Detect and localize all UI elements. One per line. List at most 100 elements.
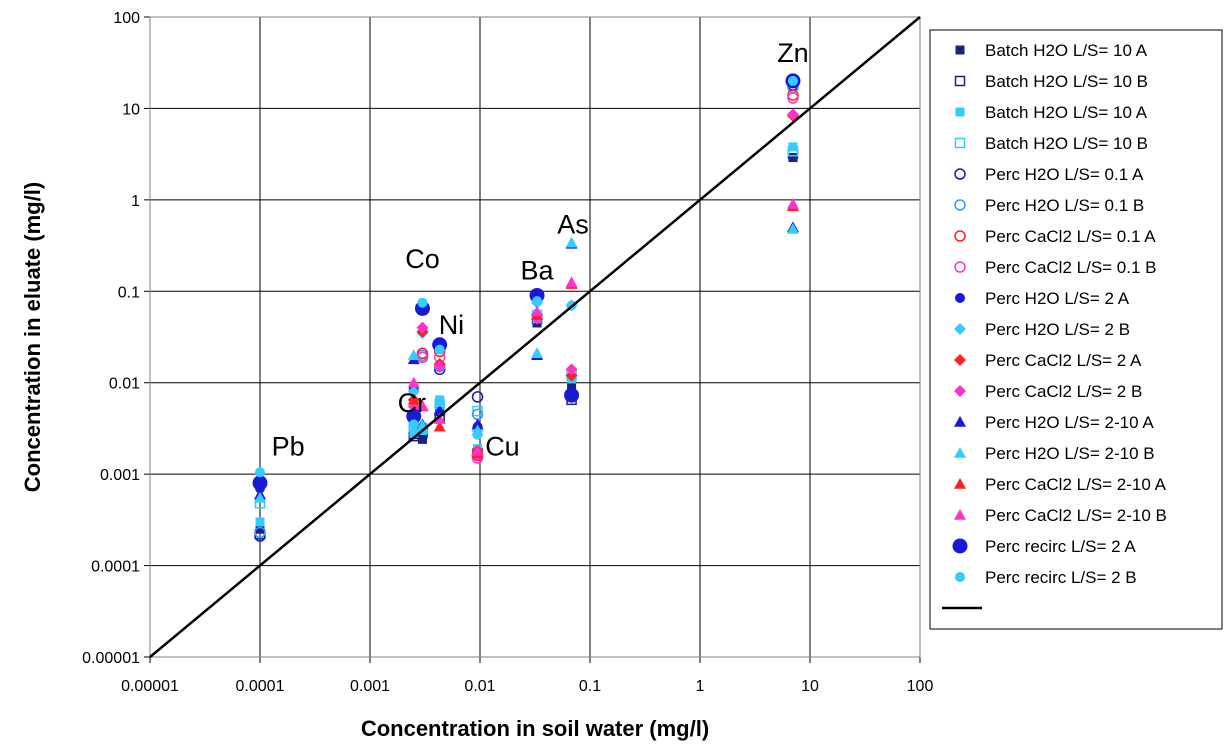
data-point <box>786 223 799 234</box>
y-axis-title: Concentration in eluate (mg/l) <box>20 182 45 492</box>
x-tick-label: 0.00001 <box>121 678 179 695</box>
data-point <box>433 413 446 424</box>
data-point <box>254 526 266 539</box>
data-point <box>565 276 578 288</box>
data-point <box>416 347 429 360</box>
data-point <box>433 395 446 407</box>
data-point <box>407 349 420 360</box>
legend-swatch <box>954 509 966 520</box>
data-point <box>567 380 577 390</box>
legend-label: Batch H2O L/S= 10 B <box>985 134 1148 153</box>
data-point <box>565 236 578 248</box>
plot-border <box>149 16 921 658</box>
annotation-label: Pb <box>272 431 305 461</box>
reference-line <box>149 16 921 658</box>
legend-label: Perc recirc L/S= 2 B <box>985 568 1137 587</box>
legend-swatch <box>954 354 966 366</box>
legend-item: Batch H2O L/S= 10 A <box>955 103 1148 122</box>
legend-swatch <box>954 478 966 489</box>
data-point <box>416 321 429 334</box>
legend-swatch <box>952 538 968 554</box>
legend-item: Perc CaCl2 L/S= 2-10 A <box>954 475 1167 494</box>
x-tick-label: 1 <box>696 678 705 695</box>
legend-swatch <box>955 45 965 55</box>
legend-swatch <box>955 107 965 117</box>
legend-label: Perc recirc L/S= 2 A <box>985 537 1136 556</box>
legend-label: Perc H2O L/S= 2-10 A <box>985 413 1154 432</box>
data-point <box>787 146 799 157</box>
legend-item: Perc recirc L/S= 2 B <box>955 568 1137 587</box>
legend-item: Perc H2O L/S= 2 A <box>955 289 1130 308</box>
legend-swatch <box>954 385 966 397</box>
legend-swatch <box>954 230 966 242</box>
legend-swatch <box>954 261 966 273</box>
legend-swatch <box>954 447 966 458</box>
legend-label: Perc H2O L/S= 0.1 B <box>985 196 1144 215</box>
data-point <box>434 344 445 355</box>
legend-item: Perc CaCl2 L/S= 0.1 A <box>954 227 1156 246</box>
data-point <box>564 387 580 403</box>
data-point <box>417 434 427 444</box>
y-tick-labels: 0.00001 0.0001 0.001 0.01 0.1 1 10 100 <box>82 10 140 667</box>
annotation-label: Cu <box>485 431 520 461</box>
x-tick-label: 100 <box>907 678 934 695</box>
y-tick-label: 0.0001 <box>91 559 140 576</box>
data-point <box>471 391 484 403</box>
data-point <box>255 517 265 527</box>
legend-label: Perc CaCl2 L/S= 0.1 A <box>985 227 1156 246</box>
data-point <box>255 467 265 478</box>
data-point <box>417 297 428 308</box>
legend-label: Perc CaCl2 L/S= 2 A <box>985 351 1142 370</box>
annotation-label: Ni <box>439 310 465 340</box>
annotation-label: As <box>557 209 589 239</box>
axes <box>144 16 921 663</box>
annotation-label: Cr <box>398 388 427 418</box>
data-point <box>787 92 799 104</box>
y-tick-label: 1 <box>131 193 140 210</box>
legend-item: Batch H2O L/S= 10 B <box>954 134 1148 153</box>
legend-item: Perc H2O L/S= 2-10 B <box>954 444 1155 463</box>
legend-item: Perc H2O L/S= 0.1 A <box>954 165 1144 184</box>
data-point <box>532 296 543 307</box>
data-point <box>433 360 446 373</box>
data-points <box>149 16 921 658</box>
y-tick-label: 0.01 <box>109 376 140 393</box>
data-point <box>471 444 484 456</box>
legend-swatch <box>954 168 966 180</box>
data-point <box>786 198 799 209</box>
y-tick-label: 0.00001 <box>82 650 140 667</box>
legend-swatch <box>954 199 966 211</box>
y-tick-label: 0.1 <box>118 284 140 301</box>
legend-label: Batch H2O L/S= 10 A <box>985 103 1148 122</box>
y-tick-label: 0.001 <box>100 467 140 484</box>
legend-swatch <box>954 75 966 87</box>
data-point <box>565 369 578 382</box>
data-point <box>472 429 483 440</box>
annotation-label: Zn <box>777 38 809 68</box>
y-tick-label: 10 <box>122 101 140 118</box>
legend-item: Perc CaCl2 L/S= 0.1 B <box>954 258 1157 277</box>
data-point <box>787 75 798 86</box>
data-point <box>407 385 420 398</box>
series-17 <box>255 75 798 478</box>
data-point <box>416 399 429 411</box>
legend-label: Perc H2O L/S= 2 B <box>985 320 1130 339</box>
data-point <box>409 428 419 438</box>
annotation-label: Co <box>405 244 440 274</box>
x-tick-label: 0.001 <box>350 678 390 695</box>
series-18 <box>149 16 921 658</box>
data-point <box>406 408 422 424</box>
legend-item: Perc H2O L/S= 0.1 B <box>954 196 1144 215</box>
legend-label: Perc CaCl2 L/S= 2-10 B <box>985 506 1167 525</box>
data-point <box>565 363 578 376</box>
legend-label: Batch H2O L/S= 10 B <box>985 72 1148 91</box>
data-point <box>407 376 420 388</box>
legend-item: Perc CaCl2 L/S= 2-10 B <box>954 506 1167 525</box>
series-15 <box>407 198 799 456</box>
y-tick-label: 100 <box>113 10 140 27</box>
data-point <box>433 420 446 432</box>
legend-swatch <box>954 137 966 149</box>
legend-label: Perc CaCl2 L/S= 2 B <box>985 382 1142 401</box>
data-point <box>531 305 544 317</box>
x-tick-label: 10 <box>801 678 819 695</box>
